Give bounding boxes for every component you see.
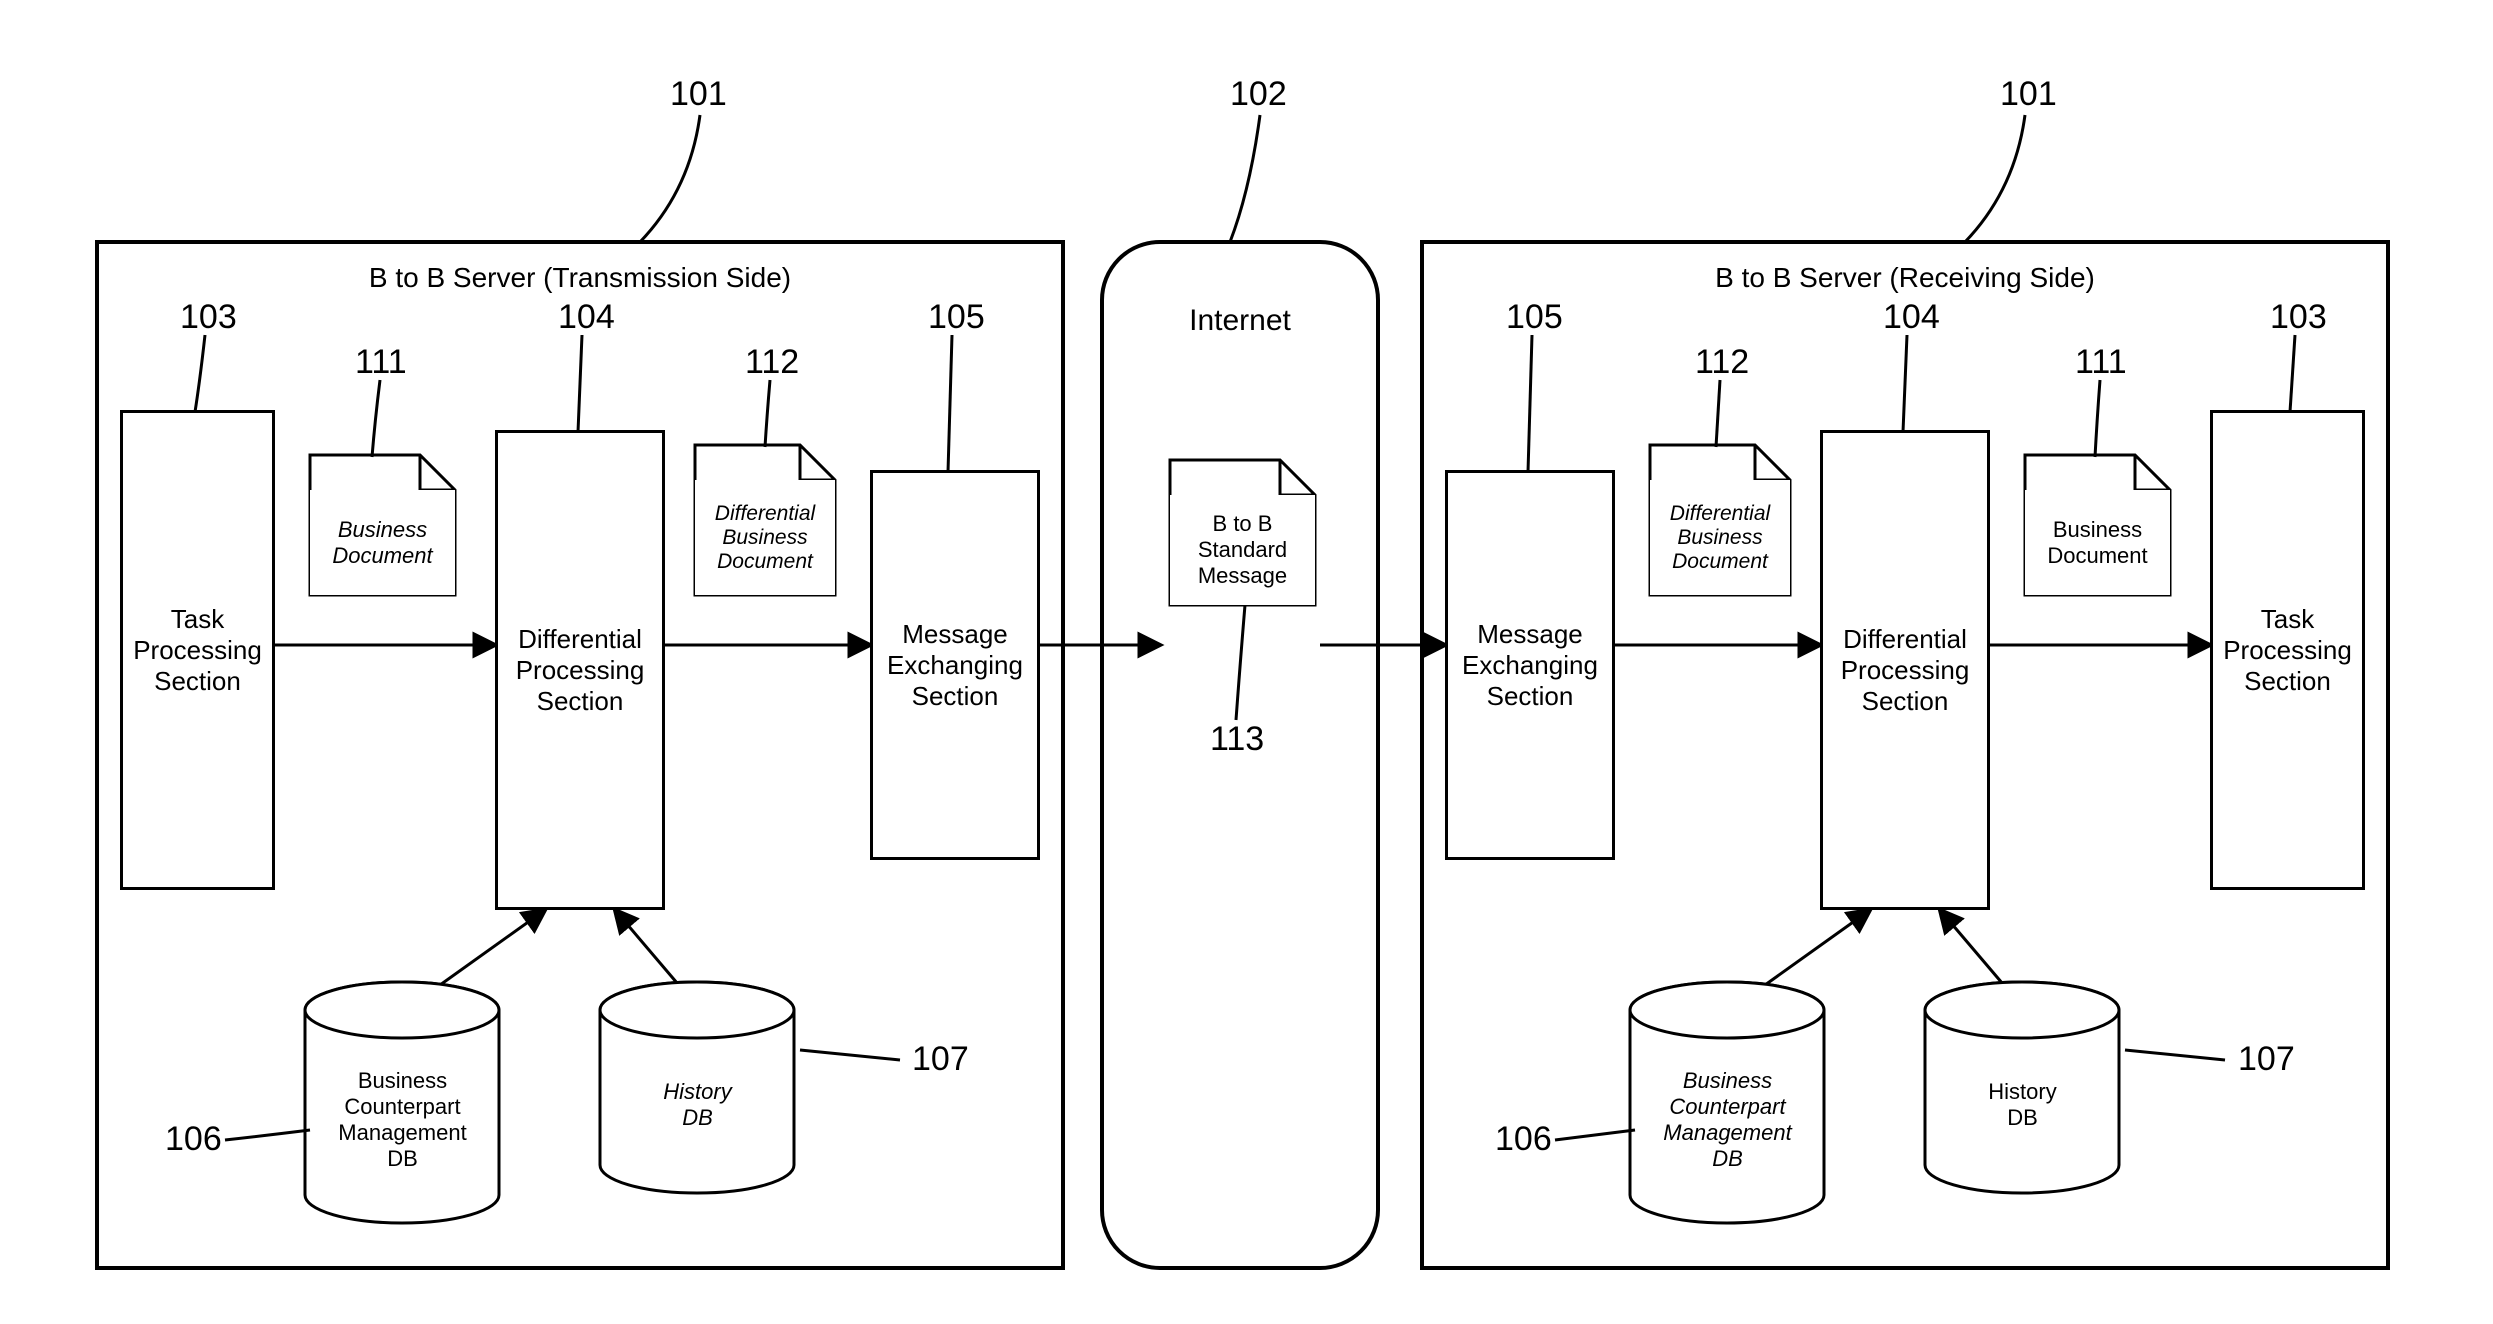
internet-label: Internet bbox=[1189, 304, 1291, 1266]
ref-102: 102 bbox=[1230, 75, 1287, 114]
ref-112-right: 112 bbox=[1695, 343, 1749, 382]
ref-103-left: 103 bbox=[180, 298, 237, 337]
internet-doc: B to B Standard Message bbox=[1170, 495, 1315, 605]
ref-106-left: 106 bbox=[165, 1120, 222, 1159]
right-diff-box: Differential Processing Section bbox=[1820, 430, 1990, 910]
ref-107-right: 107 bbox=[2238, 1040, 2295, 1079]
right-db2-label: History DB bbox=[1925, 1040, 2120, 1170]
ref-103-right: 103 bbox=[2270, 298, 2327, 337]
ref-111-right: 111 bbox=[2075, 343, 2127, 382]
ref-101-left: 101 bbox=[670, 75, 727, 114]
left-db1-label: Business Counterpart Management DB bbox=[305, 1040, 500, 1200]
ref-112-left: 112 bbox=[745, 343, 799, 382]
left-server-title: B to B Server (Transmission Side) bbox=[99, 262, 1061, 294]
right-server-title: B to B Server (Receiving Side) bbox=[1424, 262, 2386, 294]
left-doc2: Differential Business Document bbox=[695, 480, 835, 595]
left-msg-box: Message Exchanging Section bbox=[870, 470, 1040, 860]
left-db2-label: History DB bbox=[600, 1040, 795, 1170]
ref-105-left: 105 bbox=[928, 298, 985, 337]
ref-107-left: 107 bbox=[912, 1040, 969, 1079]
right-task-box: Task Processing Section bbox=[2210, 410, 2365, 890]
ref-111-left: 111 bbox=[355, 343, 407, 382]
ref-104-left: 104 bbox=[558, 298, 615, 337]
ref-104-right: 104 bbox=[1883, 298, 1940, 337]
right-db1-label: Business Counterpart Management DB bbox=[1630, 1040, 1825, 1200]
left-diff-box: Differential Processing Section bbox=[495, 430, 665, 910]
right-doc2: Differential Business Document bbox=[1650, 480, 1790, 595]
right-doc1: Business Document bbox=[2025, 490, 2170, 595]
ref-105-right: 105 bbox=[1506, 298, 1563, 337]
ref-113: 113 bbox=[1210, 720, 1264, 759]
left-doc1: Business Document bbox=[310, 490, 455, 595]
right-msg-box: Message Exchanging Section bbox=[1445, 470, 1615, 860]
ref-106-right: 106 bbox=[1495, 1120, 1552, 1159]
ref-101-right: 101 bbox=[2000, 75, 2057, 114]
left-task-box: Task Processing Section bbox=[120, 410, 275, 890]
